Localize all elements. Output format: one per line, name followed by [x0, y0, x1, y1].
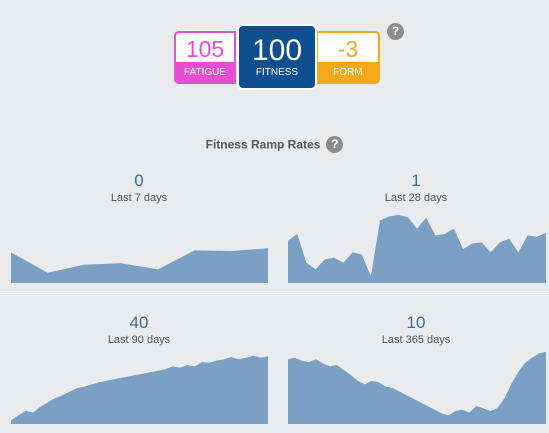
ramp-help-icon[interactable]: ?: [326, 136, 344, 153]
form-metric[interactable]: -3 FORM: [316, 31, 380, 84]
fitness-metric[interactable]: 100 FITNESS: [237, 24, 317, 90]
ramp-area-7-days: [11, 248, 268, 283]
form-label: FORM: [316, 62, 380, 84]
ramp-label-7-days: Last 7 days: [110, 192, 168, 204]
ramp-value-28-days: 1: [411, 171, 421, 190]
ramp-area-365-days: [288, 352, 546, 424]
ramp-label-365-days: Last 365 days: [381, 334, 451, 346]
ramp-value-7-days: 0: [134, 171, 144, 190]
fatigue-label: FATIGUE: [174, 62, 236, 84]
fatigue-metric[interactable]: 105 FATIGUE: [174, 31, 236, 84]
ramp-chart-90-days: [11, 355, 268, 424]
fatigue-value: 105: [185, 36, 225, 62]
ramp-chart-7-days: [11, 248, 268, 283]
ramp-value-365-days: 10: [406, 313, 426, 332]
ramp-label-90-days: Last 90 days: [107, 334, 171, 346]
panel-divider: [0, 293, 549, 294]
fitness-value: 100: [251, 34, 303, 67]
ramp-area-28-days: [288, 215, 546, 283]
ramp-rates-header: Fitness Ramp Rates?: [0, 136, 549, 153]
form-value: -3: [337, 36, 359, 62]
ramp-label-28-days: Last 28 days: [384, 192, 448, 204]
ramp-chart-365-days: [288, 352, 546, 424]
ramp-chart-28-days: [288, 215, 546, 283]
fitness-label: FITNESS: [255, 67, 299, 78]
ramp-area-90-days: [11, 355, 268, 424]
ramp-rates-title: Fitness Ramp Rates: [205, 137, 321, 152]
ramp-value-90-days: 40: [129, 313, 149, 332]
metrics-help-icon[interactable]: ?: [387, 23, 404, 40]
